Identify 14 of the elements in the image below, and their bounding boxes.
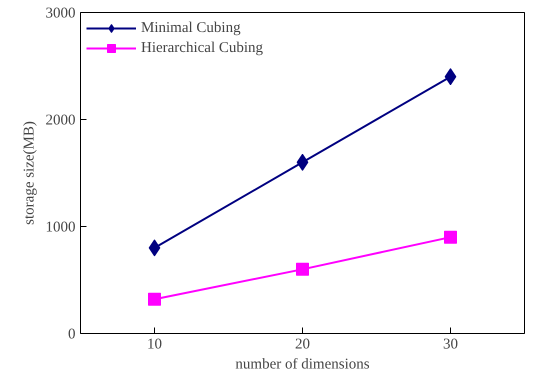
y-tick-label: 2000	[46, 112, 76, 128]
point	[148, 292, 161, 306]
legend-label: Minimal Cubing	[141, 20, 241, 36]
y-tick-label: 0	[68, 326, 76, 342]
y-axis-title: storage size(MB)	[22, 121, 38, 225]
x-axis-title: number of dimensions	[235, 356, 370, 372]
y-tick-label: 1000	[46, 220, 76, 236]
point	[444, 230, 457, 244]
x-tick-label: 30	[443, 336, 458, 352]
x-tick-label: 10	[147, 336, 162, 352]
x-tick-label: 20	[295, 336, 310, 352]
point	[296, 262, 309, 276]
y-tick-label: 3000	[46, 6, 76, 22]
legend-label: Hierarchical Cubing	[141, 40, 264, 56]
